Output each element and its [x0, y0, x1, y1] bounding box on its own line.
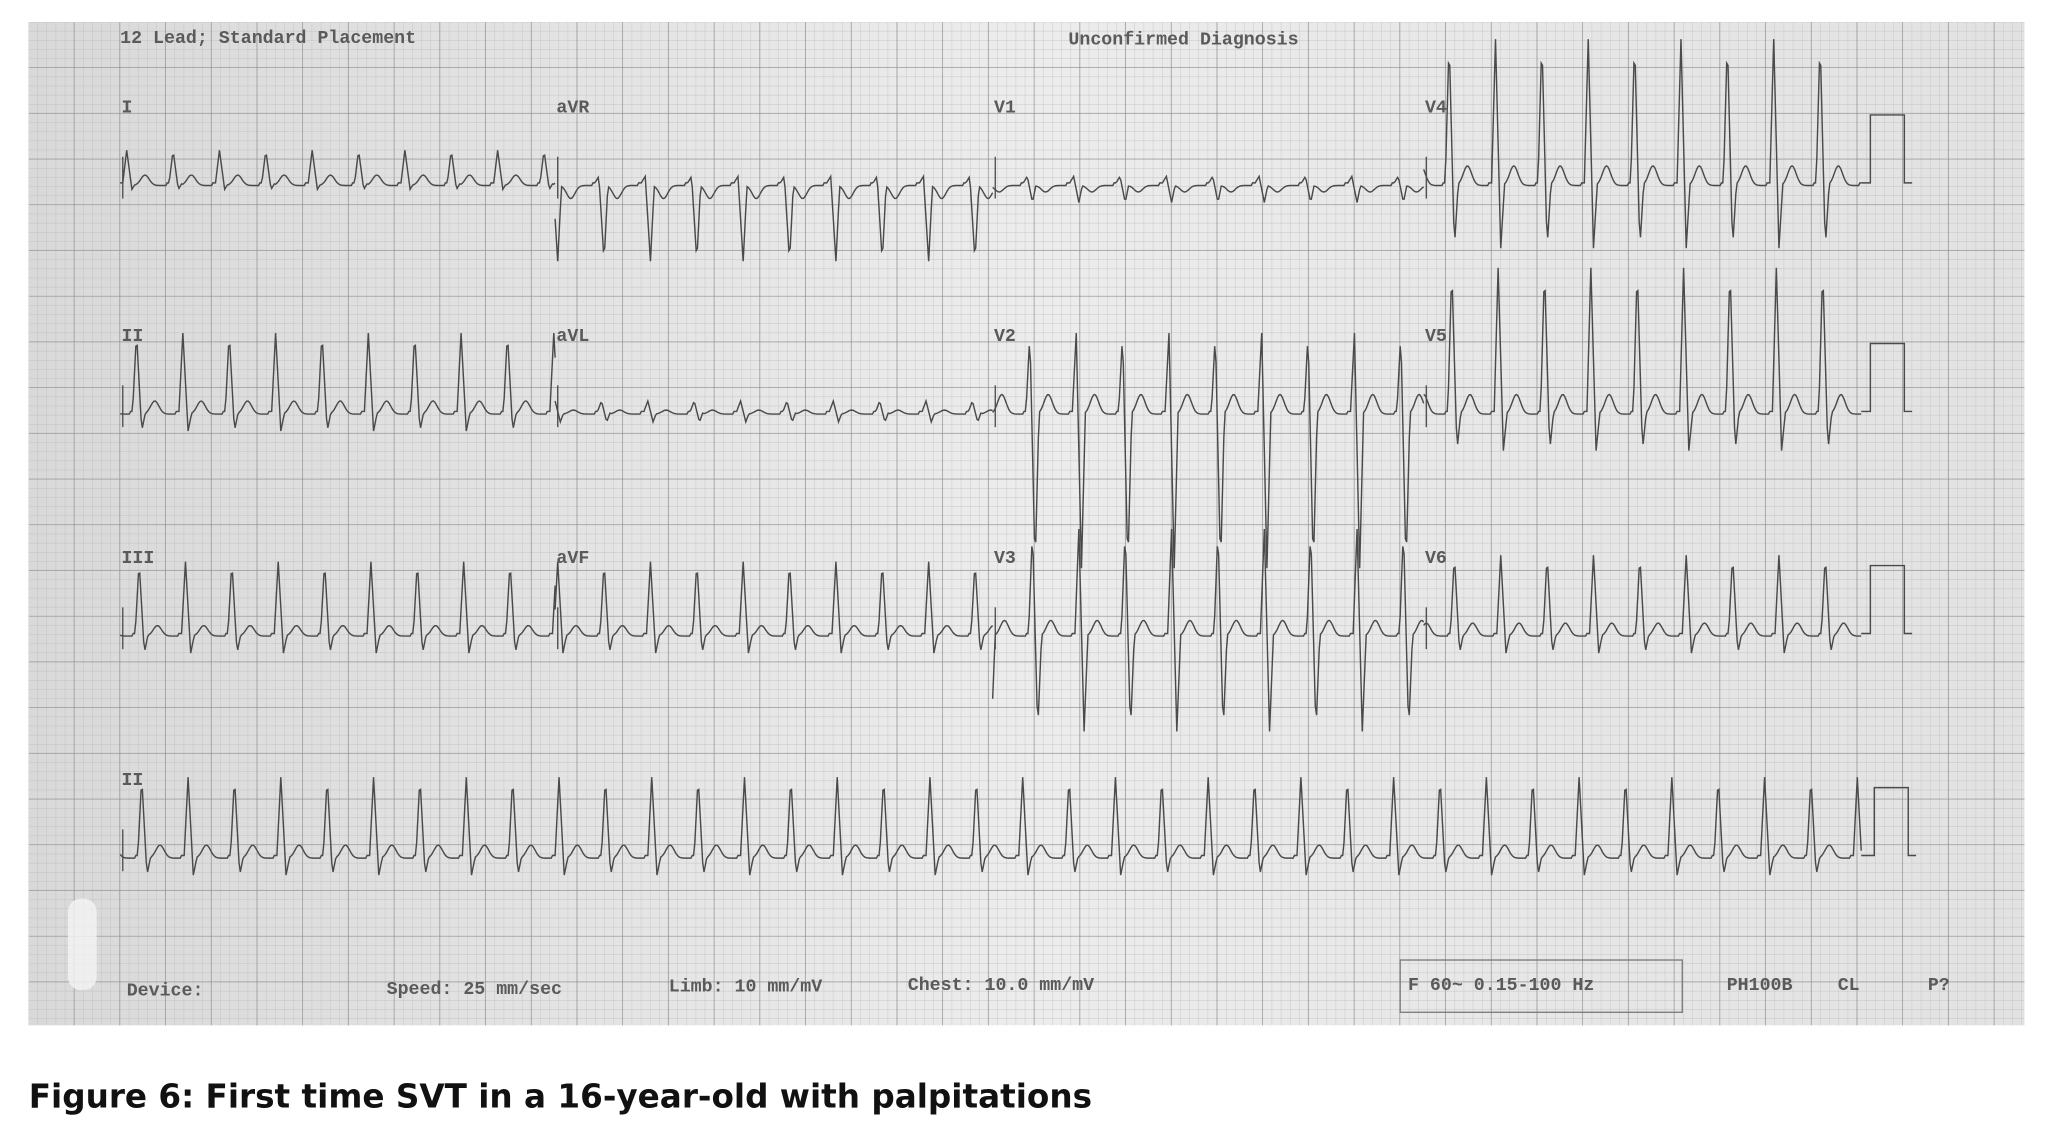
- footer-speed: Speed: 25 mm/sec: [387, 980, 562, 1000]
- ecg-trace: [120, 150, 556, 192]
- lead-label: V4: [1425, 98, 1447, 118]
- calibration-pulse: [1861, 786, 1917, 857]
- ecg-trace: [120, 333, 556, 432]
- lead-label: V5: [1425, 327, 1447, 347]
- lead-label: III: [121, 549, 154, 569]
- ecg-trace: [991, 528, 1425, 732]
- lead-label: V2: [994, 327, 1016, 347]
- footer-cl: CL: [1838, 976, 1860, 996]
- ecg-trace: [992, 174, 1425, 203]
- footer-p: P?: [1928, 976, 1950, 996]
- ecg-trace: [1423, 555, 1862, 654]
- footer-chest: Chest: 10.0 mm/mV: [908, 976, 1094, 996]
- lead-label: II: [121, 771, 143, 791]
- lead-label: V1: [994, 98, 1016, 118]
- ecg-trace: [119, 777, 1862, 876]
- filter-box: [1399, 959, 1683, 1013]
- footer-device: Device:: [127, 981, 204, 1001]
- calibration-pulse: [1861, 564, 1913, 635]
- header-center: Unconfirmed Diagnosis: [1068, 30, 1298, 50]
- footer-filter: F 60~ 0.15-100 Hz: [1408, 976, 1594, 996]
- lead-label: V6: [1425, 549, 1447, 569]
- ecg-trace: [1423, 267, 1862, 451]
- ecg-trace: [554, 173, 994, 262]
- lead-label: V3: [994, 549, 1016, 569]
- lead-label: aVL: [556, 327, 589, 347]
- footer-limb: Limb: 10 mm/mV: [669, 977, 822, 997]
- calibration-pulse: [1861, 342, 1913, 413]
- lead-label: aVF: [556, 549, 589, 569]
- ecg-trace: [119, 561, 556, 654]
- ecg-trace: [554, 561, 994, 654]
- lead-label: I: [121, 98, 132, 118]
- header-left: 12 Lead; Standard Placement: [120, 29, 416, 49]
- lead-label: II: [121, 327, 143, 347]
- calibration-pulse: [1861, 114, 1913, 184]
- ecg-trace: [554, 398, 993, 425]
- ecg-trace: [992, 333, 1425, 569]
- footer-model: PH100B: [1727, 976, 1793, 996]
- paper-hole: [67, 898, 97, 991]
- caption: Figure 6: First time SVT in a 16-year-ol…: [29, 1078, 1092, 1116]
- major-grid: [28, 22, 2025, 1026]
- ecg-trace: [1422, 39, 1862, 249]
- lead-label: aVR: [556, 98, 589, 118]
